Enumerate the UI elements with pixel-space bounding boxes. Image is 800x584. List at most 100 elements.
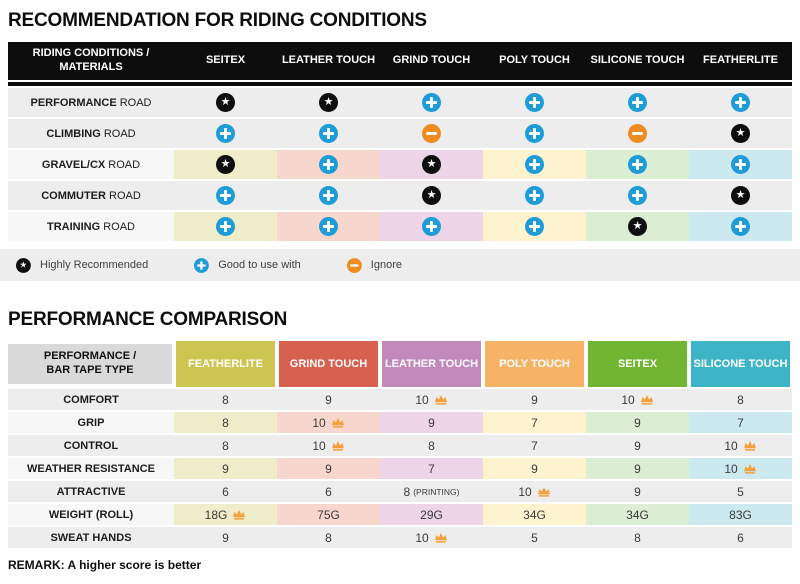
corner-label-line1: PERFORMANCE /	[43, 350, 137, 363]
metric-label: GRIP	[78, 417, 105, 429]
bar-tape-column-header: SEITEX	[588, 341, 687, 387]
performance-metric-row: WEATHER RESISTANCE 9 9 7 9 9 10	[8, 458, 792, 479]
good-to-use-icon	[319, 217, 338, 236]
score-cell: 9	[277, 458, 380, 479]
score-value: 10	[415, 530, 429, 545]
material-column-header: SILICONE TOUCH	[590, 54, 685, 67]
score-value: 8	[428, 438, 435, 453]
rating-cell	[174, 88, 277, 117]
score-cell: 8	[174, 412, 277, 433]
score-value: 6	[737, 530, 744, 545]
good-to-use-icon	[525, 124, 544, 143]
condition-name: COMMUTER	[41, 189, 106, 202]
score-value: 34G	[626, 507, 649, 522]
score-cell: 29G	[380, 504, 483, 525]
metric-label: WEATHER RESISTANCE	[27, 463, 155, 475]
score-value: 10	[724, 438, 738, 453]
score-cell: 34G	[483, 504, 586, 525]
score-cell: 9	[586, 481, 689, 502]
score-cell: 75G	[277, 504, 380, 525]
score-value: 9	[634, 484, 641, 499]
score-value: 7	[531, 438, 538, 453]
score-cell: 8 (PRINTING)	[380, 481, 483, 502]
rating-cell	[689, 119, 792, 148]
good-to-use-icon	[525, 186, 544, 205]
score-cell: 6	[277, 481, 380, 502]
good-to-use-icon	[731, 93, 750, 112]
score-cell: 10	[380, 389, 483, 410]
score-cell: 9	[483, 389, 586, 410]
condition-label: CLIMBING ROAD	[46, 128, 135, 140]
score-value: 9	[634, 461, 641, 476]
score-cell: 9	[174, 458, 277, 479]
highly-recommended-icon	[216, 93, 235, 112]
corner-label-line2: BAR TAPE TYPE	[46, 364, 134, 376]
score-cell: 9	[277, 389, 380, 410]
score-value: 7	[428, 461, 435, 476]
performance-corner-cell: PERFORMANCE / BAR TAPE TYPE	[8, 344, 172, 384]
metric-name: WEATHER RESISTANCE	[27, 462, 155, 475]
rating-cell	[689, 212, 792, 241]
score-value: 9	[531, 392, 538, 407]
condition-suffix: ROAD	[100, 127, 136, 140]
legend-item: Good to use with	[194, 256, 301, 275]
rating-legend: Highly Recommended Good to use with Ignore	[0, 249, 800, 281]
metric-label: ATTRACTIVE	[57, 486, 126, 498]
score-cell: 7	[380, 458, 483, 479]
score-cell: 8	[174, 389, 277, 410]
score-value: 9	[634, 415, 641, 430]
metric-name: SWEAT HANDS	[50, 531, 132, 544]
good-to-use-icon	[628, 93, 647, 112]
good-to-use-icon	[731, 217, 750, 236]
score-value: 10	[518, 484, 532, 499]
good-to-use-icon	[525, 93, 544, 112]
riding-conditions-corner-cell: RIDING CONDITIONS / MATERIALS	[8, 42, 174, 80]
score-cell: 8	[380, 435, 483, 456]
performance-metric-row: GRIP 8 10 9 7 9 7	[8, 412, 792, 433]
score-value: 8	[222, 438, 229, 453]
score-cell: 9	[586, 458, 689, 479]
score-value: 8	[737, 392, 744, 407]
rating-cell	[174, 212, 277, 241]
score-cell: 10	[483, 481, 586, 502]
condition-label: PERFORMANCE ROAD	[30, 97, 151, 109]
score-cell: 8	[689, 389, 792, 410]
metric-label-cell: ATTRACTIVE	[8, 481, 174, 502]
metric-name: WEIGHT (ROLL)	[48, 508, 134, 521]
score-value: 8	[222, 392, 229, 407]
score-cell: 10	[277, 412, 380, 433]
score-cell: 9	[586, 435, 689, 456]
rating-cell	[277, 181, 380, 210]
riding-condition-row: COMMUTER ROAD	[8, 181, 792, 210]
rating-cell	[277, 150, 380, 179]
score-cell: 83G	[689, 504, 792, 525]
rating-cell	[174, 150, 277, 179]
good-to-use-icon	[216, 217, 235, 236]
bar-tape-column-header: FEATHERLITE	[176, 341, 275, 387]
score-value: 9	[428, 415, 435, 430]
score-value: 10	[312, 415, 326, 430]
condition-label: TRAINING ROAD	[47, 221, 135, 233]
score-value: 7	[737, 415, 744, 430]
good-to-use-icon	[525, 155, 544, 174]
score-cell: 10	[277, 435, 380, 456]
riding-conditions-body: PERFORMANCE ROADCLIMBING ROADGRAVEL/CX R…	[8, 88, 792, 241]
good-to-use-icon	[525, 217, 544, 236]
riding-condition-row: GRAVEL/CX ROAD	[8, 150, 792, 179]
rating-cell	[689, 88, 792, 117]
score-cell: 10	[380, 527, 483, 548]
score-cell: 8	[174, 435, 277, 456]
legend-label: Ignore	[370, 259, 402, 271]
condition-name: PERFORMANCE	[30, 96, 117, 109]
score-value: 9	[325, 392, 332, 407]
highly-recommended-icon	[319, 93, 338, 112]
score-value: 9	[531, 461, 538, 476]
material-column-header: SEITEX	[205, 54, 246, 67]
score-value: 10	[621, 392, 635, 407]
ignore-icon	[422, 124, 441, 143]
condition-name: GRAVEL/CX	[41, 158, 106, 171]
rating-cell	[586, 181, 689, 210]
rating-cell	[174, 181, 277, 210]
good-to-use-icon	[216, 124, 235, 143]
rating-cell	[586, 119, 689, 148]
